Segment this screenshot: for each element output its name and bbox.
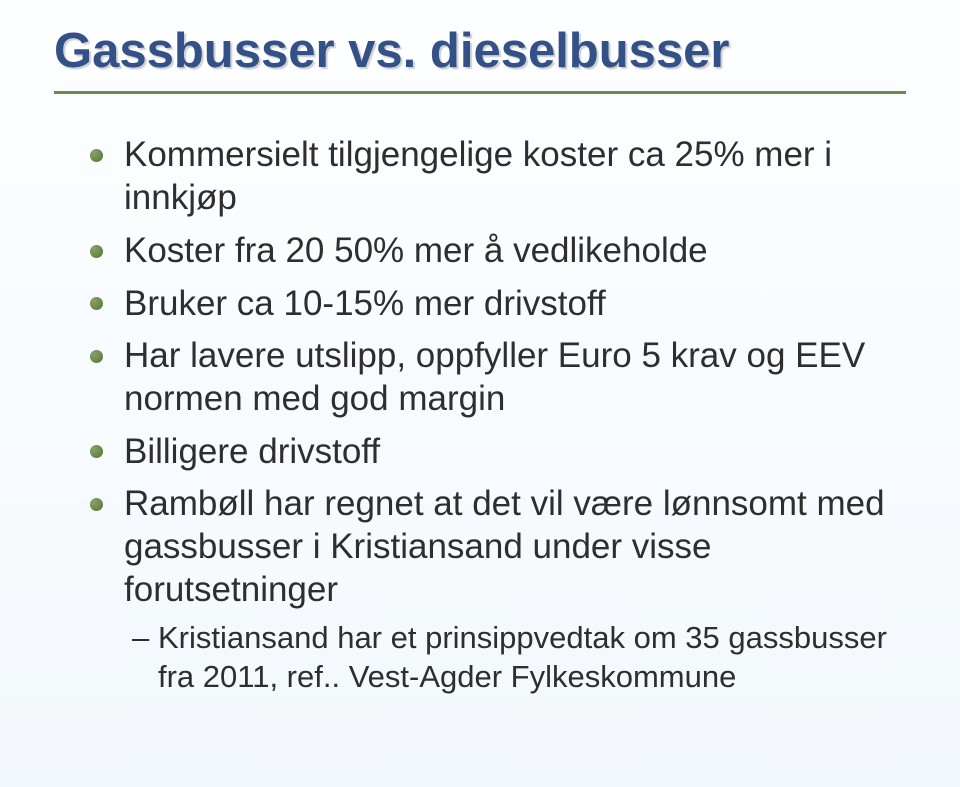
sub-list: Kristiansand har et prinsippvedtak om 35…: [124, 619, 906, 697]
title-block: Gassbusser vs. dieselbusser: [54, 26, 906, 94]
slide: Gassbusser vs. dieselbusser Kommersielt …: [0, 0, 960, 787]
slide-title: Gassbusser vs. dieselbusser: [54, 26, 906, 77]
list-item: Billigere drivstoff: [90, 431, 906, 474]
list-item-text: Har lavere utslipp, oppfyller Euro 5 kra…: [124, 336, 865, 418]
list-item-text: Bruker ca 10-15% mer drivstoff: [124, 284, 606, 323]
list-item: Kommersielt tilgjengelige koster ca 25% …: [90, 134, 906, 219]
list-item: Koster fra 20 50% mer å vedlikeholde: [90, 230, 906, 273]
list-item-text: Koster fra 20 50% mer å vedlikeholde: [124, 231, 708, 270]
sub-list-item: Kristiansand har et prinsippvedtak om 35…: [132, 619, 906, 697]
list-item: Har lavere utslipp, oppfyller Euro 5 kra…: [90, 335, 906, 420]
list-item-text: Rambøll har regnet at det vil være lønns…: [124, 484, 885, 608]
bullet-list: Kommersielt tilgjengelige koster ca 25% …: [54, 134, 906, 696]
sub-list-item-text: Kristiansand har et prinsippvedtak om 35…: [158, 620, 887, 694]
list-item-text: Kommersielt tilgjengelige koster ca 25% …: [124, 135, 832, 217]
list-item: Rambøll har regnet at det vil være lønns…: [90, 483, 906, 697]
list-item: Bruker ca 10-15% mer drivstoff: [90, 283, 906, 326]
list-item-text: Billigere drivstoff: [124, 432, 380, 471]
